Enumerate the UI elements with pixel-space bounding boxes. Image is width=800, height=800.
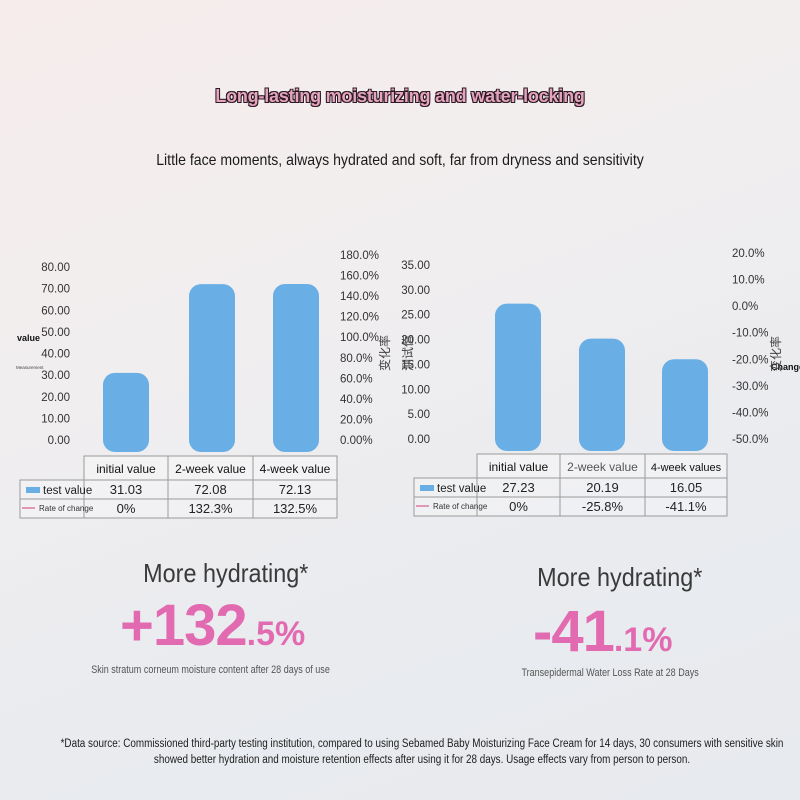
y2-tick-label: 120.0% — [340, 312, 379, 324]
claim-right-sign: - — [533, 599, 552, 664]
category-label: 2-week value — [175, 462, 246, 476]
y-tick-label: 60.00 — [41, 305, 70, 317]
y2-tick-label: -30.0% — [732, 381, 768, 393]
legend-label-rate: Rate of change — [39, 504, 94, 513]
y-tick-label: 10.00 — [401, 384, 430, 396]
y-axis-sublabel: Measurement — [16, 365, 44, 370]
claim-left-main: 132 — [152, 593, 248, 658]
bar — [662, 359, 708, 451]
claim-right-title: More hydrating* — [537, 562, 703, 592]
y-tick-label: 30.00 — [401, 285, 430, 297]
bar — [495, 303, 541, 451]
claim-right-frac: .1% — [613, 621, 673, 659]
footnote: *Data source: Commissioned third-party t… — [60, 738, 784, 766]
y2-axis-label: 变化率 — [768, 336, 783, 372]
table-value: 132.3% — [188, 501, 233, 516]
y2-tick-label: 80.0% — [340, 353, 373, 365]
y2-tick-label: 160.0% — [340, 271, 379, 283]
claim-left-sign: + — [120, 593, 154, 658]
claim-left-caption: Skin stratum corneum moisture content af… — [91, 664, 330, 676]
y2-tick-label: 100.0% — [340, 332, 379, 344]
claim-left-title: More hydrating* — [143, 558, 309, 588]
y2-tick-label: -10.0% — [732, 328, 768, 340]
y-tick-label: 15.00 — [401, 359, 430, 371]
y-axis-label: value — [17, 333, 40, 343]
table-value: 0% — [117, 501, 136, 516]
table-value: 27.23 — [502, 480, 535, 495]
category-label: initial value — [489, 460, 549, 474]
y2-tick-label: 0.00% — [340, 435, 373, 447]
y2-tick-label: -40.0% — [732, 407, 768, 419]
bar — [273, 284, 319, 452]
legend-label-test-value: test value — [437, 483, 486, 495]
y2-tick-label: -20.0% — [732, 354, 768, 366]
table-value: 20.19 — [586, 480, 619, 495]
category-label: 4-week value — [260, 462, 331, 476]
bar — [189, 284, 235, 452]
y-tick-label: 50.00 — [41, 327, 70, 339]
table-value: -25.8% — [582, 499, 624, 514]
y2-tick-label: 60.0% — [340, 373, 373, 385]
y-tick-label: 25.00 — [401, 310, 430, 322]
y-tick-label: 0.00 — [48, 435, 70, 447]
y2-tick-label: 180.0% — [340, 250, 379, 262]
table-value: 72.08 — [194, 482, 227, 497]
claim-left-number: +132.5% — [120, 592, 305, 659]
bar — [579, 338, 625, 451]
y-axis-label: 测试值 — [400, 335, 415, 371]
y-tick-label: 35.00 — [401, 260, 430, 272]
legend-swatch-test-value — [26, 487, 40, 493]
y-tick-label: 5.00 — [408, 409, 430, 421]
table-value: 0% — [509, 499, 528, 514]
chart-left: 80.00 70.00 60.00 50.00 40.00 30.00 20.00 10.00… — [16, 250, 392, 519]
y2-axis-label: 变化率 — [377, 335, 392, 371]
table-value: -41.1% — [665, 499, 707, 514]
table-header-row — [83, 455, 338, 481]
y-tick-label: 30.00 — [41, 370, 70, 382]
y-tick-label: 70.00 — [41, 284, 70, 296]
table-value: 72.13 — [279, 482, 312, 497]
y2-tick-label: 10.0% — [732, 275, 765, 287]
legend-swatch-test-value — [420, 485, 434, 491]
y-tick-label: 40.00 — [41, 349, 70, 361]
y-tick-label: 20.00 — [401, 335, 430, 347]
category-label: initial value — [96, 462, 156, 476]
y-tick-label: 10.00 — [41, 413, 70, 425]
legend-label-rate: Rate of change — [433, 502, 488, 511]
legend-label-test-value: test value — [43, 485, 92, 497]
claim-right-number: -41.1% — [533, 598, 672, 665]
y-tick-label: 0.00 — [408, 434, 430, 446]
y2-tick-label: 40.0% — [340, 394, 373, 406]
subline: Little face moments, always hydrated and… — [156, 152, 644, 169]
table-value: 132.5% — [273, 501, 318, 516]
y2-axis-label-en: Change — [771, 362, 800, 372]
y2-tick-label: 140.0% — [340, 291, 379, 303]
y-tick-label: 80.00 — [41, 262, 70, 274]
claim-right-caption: Transepidermal Water Loss Rate at 28 Day… — [521, 667, 699, 679]
y2-tick-label: 20.0% — [340, 414, 373, 426]
y-tick-label: 20.00 — [41, 392, 70, 404]
bar — [103, 372, 149, 452]
category-label: 2-week value — [567, 460, 638, 474]
table-value: 31.03 — [110, 482, 143, 497]
headline: Long-lasting moisturizing and water-lock… — [215, 86, 585, 106]
claim-left-frac: .5% — [246, 615, 306, 653]
chart-right: 35.00 30.00 25.00 20.00 15.00 10.00 5.00 0.00 20… — [400, 248, 800, 517]
y2-tick-label: -50.0% — [732, 434, 768, 446]
category-label: 4-week values — [651, 462, 722, 474]
table-value: 16.05 — [670, 480, 703, 495]
y2-tick-label: 0.0% — [732, 301, 758, 313]
y2-tick-label: 20.0% — [732, 248, 765, 260]
charts-area: 80.00 70.00 60.00 50.00 40.00 30.00 20.00 10.00… — [16, 248, 800, 519]
claim-right-main: 41 — [551, 599, 615, 664]
